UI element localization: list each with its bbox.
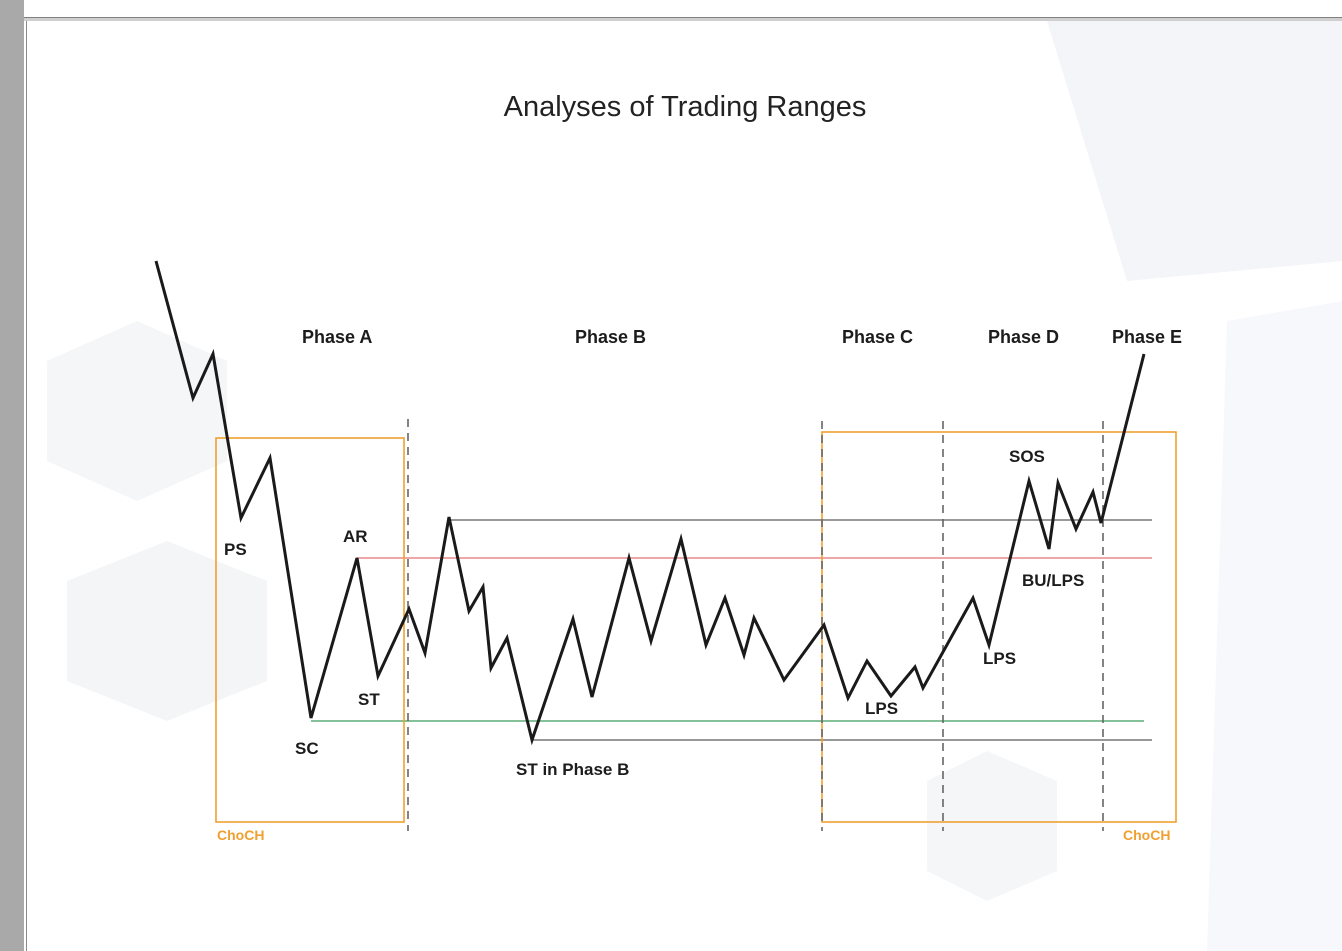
phase-e-label: Phase E — [1112, 327, 1182, 347]
choch-left-label: ChoCH — [217, 827, 264, 843]
ps-label: PS — [224, 540, 247, 559]
st-label: ST — [358, 690, 380, 709]
choch-right-label: ChoCH — [1123, 827, 1170, 843]
phase-a-label: Phase A — [302, 327, 372, 347]
st-in-phase-b-label: ST in Phase B — [516, 760, 629, 779]
window-left-bar — [0, 0, 24, 951]
phase-c-label: Phase C — [842, 327, 913, 347]
phase-b-label: Phase B — [575, 327, 646, 347]
diagram-title: Analyses of Trading Ranges — [503, 91, 867, 123]
choch-box-left — [215, 437, 405, 823]
document-page: Analyses of Trading Ranges Phase A Phase… — [26, 21, 1342, 951]
phase-d-label: Phase D — [988, 327, 1059, 347]
bu-lps-label: BU/LPS — [1022, 571, 1084, 590]
background-decoration — [47, 21, 1342, 951]
trading-range-diagram: Phase A Phase B Phase C Phase D Phase E … — [154, 260, 1182, 843]
sc-label: SC — [295, 739, 319, 758]
price-path — [154, 260, 1146, 746]
window-top-shadow — [24, 18, 1342, 21]
sos-label: SOS — [1009, 447, 1045, 466]
choch-box-right — [821, 431, 1177, 823]
lps-phase-c-label: LPS — [865, 699, 898, 718]
window-top-bar — [24, 0, 1342, 18]
lps-phase-d-label: LPS — [983, 649, 1016, 668]
ar-label: AR — [343, 527, 368, 546]
